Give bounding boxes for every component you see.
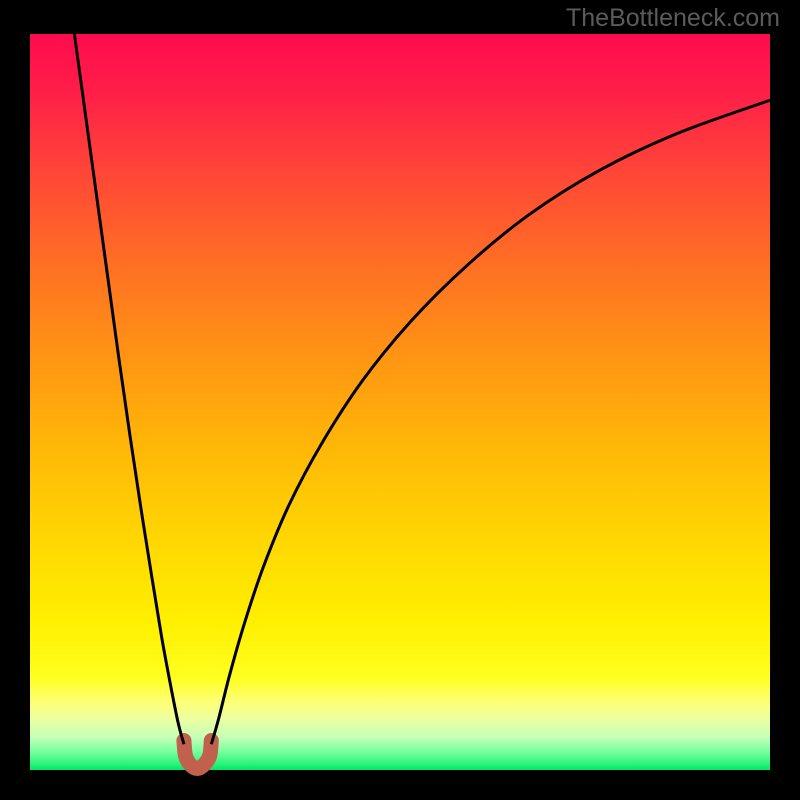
curve-overlay (0, 0, 800, 800)
chart-container: TheBottleneck.com (0, 0, 800, 800)
watermark-text: TheBottleneck.com (566, 4, 780, 33)
curve-right (211, 100, 770, 744)
curve-left (74, 34, 184, 744)
trough-marker (184, 741, 211, 769)
